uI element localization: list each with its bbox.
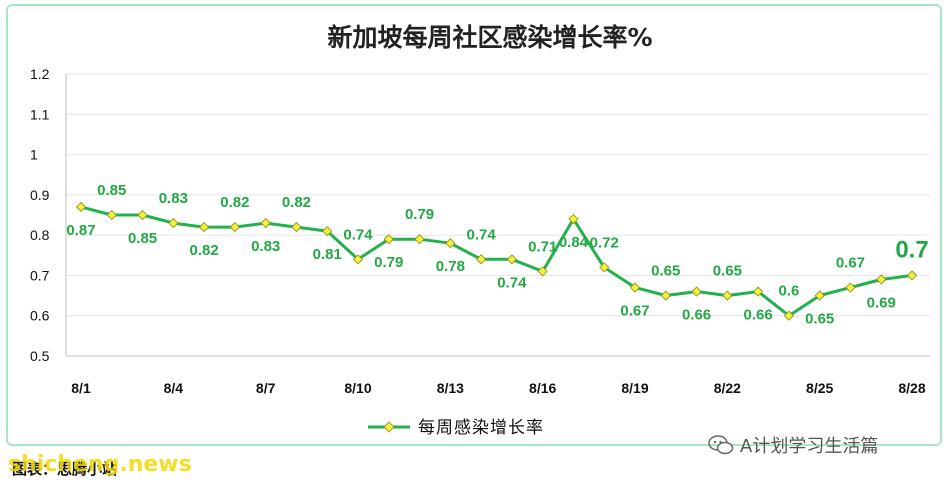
data-label: 0.6 — [778, 283, 799, 300]
data-point — [75, 201, 87, 213]
x-tick-label: 8/16 — [529, 380, 556, 396]
data-label: 0.66 — [744, 307, 773, 324]
x-tick-label: 8/7 — [256, 380, 276, 396]
data-point — [691, 286, 702, 297]
y-tick-label: 0.9 — [30, 187, 50, 203]
data-point — [537, 266, 548, 277]
data-label: 0.74 — [343, 226, 373, 243]
data-labels: 0.870.850.850.830.820.820.830.820.810.74… — [66, 182, 928, 328]
data-point — [383, 234, 394, 245]
data-point — [322, 226, 333, 237]
y-tick-label: 1.2 — [30, 66, 50, 82]
data-label: 0.82 — [220, 194, 249, 211]
data-point — [260, 217, 271, 229]
chart-title: 新加坡每周社区感染增长率% — [327, 23, 652, 52]
series-line — [80, 205, 913, 318]
data-label: 0.85 — [128, 230, 157, 247]
x-tick-label: 8/1 — [71, 380, 91, 396]
data-point — [722, 290, 733, 301]
data-label: 0.65 — [805, 311, 834, 328]
x-tick-label: 8/25 — [806, 380, 833, 396]
data-point — [814, 290, 825, 301]
x-axis-ticks: 8/1 8/4 8/7 8/10 8/13 8/16 8/19 8/22 8/25 8/28 — [71, 380, 926, 396]
data-label: 0.83 — [159, 190, 188, 207]
data-point — [629, 282, 641, 293]
data-point — [445, 238, 456, 249]
data-point — [352, 254, 364, 265]
data-label: 0.79 — [374, 254, 403, 271]
data-point — [229, 222, 240, 233]
y-tick-label: 1.1 — [30, 106, 50, 122]
x-tick-label: 8/19 — [621, 380, 648, 396]
data-label: 0.66 — [682, 307, 711, 324]
data-label: 0.67 — [620, 303, 649, 320]
data-label: 0.83 — [251, 238, 280, 255]
data-label: 0.74 — [467, 226, 497, 243]
data-label: 0.74 — [497, 274, 527, 291]
data-point — [753, 286, 764, 297]
data-label: 0.81 — [313, 246, 342, 263]
data-point — [660, 290, 671, 301]
data-point — [845, 282, 856, 293]
data-point — [476, 254, 487, 265]
legend: 每周感染增长率 — [368, 418, 544, 438]
wechat-watermark: A计划学习生活篇 — [708, 432, 878, 458]
data-point — [876, 274, 887, 285]
y-tick-label: 0.8 — [30, 227, 50, 243]
y-tick-label: 0.5 — [30, 348, 50, 364]
data-point — [168, 217, 179, 229]
legend-series-label: 每周感染增长率 — [418, 418, 544, 438]
data-label: 0.82 — [190, 242, 219, 259]
data-label: 0.65 — [651, 263, 680, 280]
data-point — [414, 234, 425, 245]
data-point — [199, 222, 210, 233]
wechat-icon — [708, 435, 734, 455]
data-point — [506, 254, 517, 265]
y-tick-label: 1 — [30, 147, 38, 163]
y-axis-ticks: 0.5 0.6 0.7 0.8 0.9 1 1.1 1.2 — [30, 66, 50, 364]
footer-note: 图表：思腾小站 — [12, 460, 118, 478]
data-label: 0.84 — [559, 234, 589, 251]
data-point — [106, 209, 117, 221]
site-watermark: shicheng.news — [8, 452, 192, 477]
wechat-account-name: A计划学习生活篇 — [740, 436, 879, 457]
legend-marker-swatch — [383, 421, 395, 433]
x-tick-label: 8/22 — [714, 380, 741, 396]
data-label: 0.82 — [282, 194, 311, 211]
data-label: 0.69 — [867, 294, 896, 311]
data-label: 0.78 — [436, 258, 465, 275]
data-point — [906, 270, 918, 281]
data-label: 0.65 — [713, 263, 742, 280]
data-point — [568, 213, 579, 225]
data-label: 0.7 — [895, 236, 928, 263]
data-point — [783, 310, 794, 321]
data-label: 0.85 — [97, 182, 126, 199]
data-point — [291, 222, 302, 233]
data-label: 0.79 — [405, 206, 434, 223]
y-tick-label: 0.7 — [30, 267, 50, 283]
x-tick-label: 8/10 — [344, 380, 371, 396]
data-label: 0.87 — [66, 222, 95, 239]
data-label: 0.67 — [836, 255, 865, 272]
series-markers — [75, 201, 918, 321]
x-tick-label: 8/13 — [437, 380, 464, 396]
grid-lines — [65, 73, 930, 357]
x-tick-label: 8/28 — [898, 380, 925, 396]
data-label: 0.71 — [528, 238, 557, 255]
chart-frame — [6, 4, 942, 446]
x-tick-label: 8/4 — [164, 380, 184, 396]
data-point — [137, 209, 148, 221]
data-label: 0.72 — [590, 234, 619, 251]
data-point — [599, 262, 610, 273]
y-tick-label: 0.6 — [30, 308, 50, 324]
